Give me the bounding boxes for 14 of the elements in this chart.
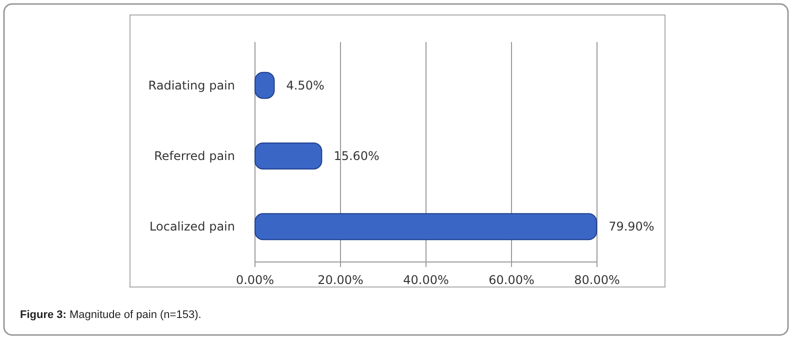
y-tick-label: Radiating pain: [148, 78, 235, 92]
caption: Figure 3: Magnitude of pain (n=153).: [20, 309, 202, 321]
x-tick-label: 40.00%: [403, 273, 449, 287]
x-tick-label: 0.00%: [236, 273, 274, 287]
x-tick-label: 80.00%: [574, 273, 620, 287]
data-label: 79.90%: [608, 220, 654, 234]
data-label: 15.60%: [334, 149, 380, 163]
bar: [254, 142, 322, 170]
bar: [254, 213, 598, 240]
y-tick-label: Referred pain: [154, 149, 235, 163]
y-tick-label: Localized pain: [150, 220, 235, 234]
x-tick-label: 20.00%: [318, 273, 364, 287]
data-label: 4.50%: [286, 78, 324, 92]
x-tick-label: 60.00%: [488, 273, 534, 287]
